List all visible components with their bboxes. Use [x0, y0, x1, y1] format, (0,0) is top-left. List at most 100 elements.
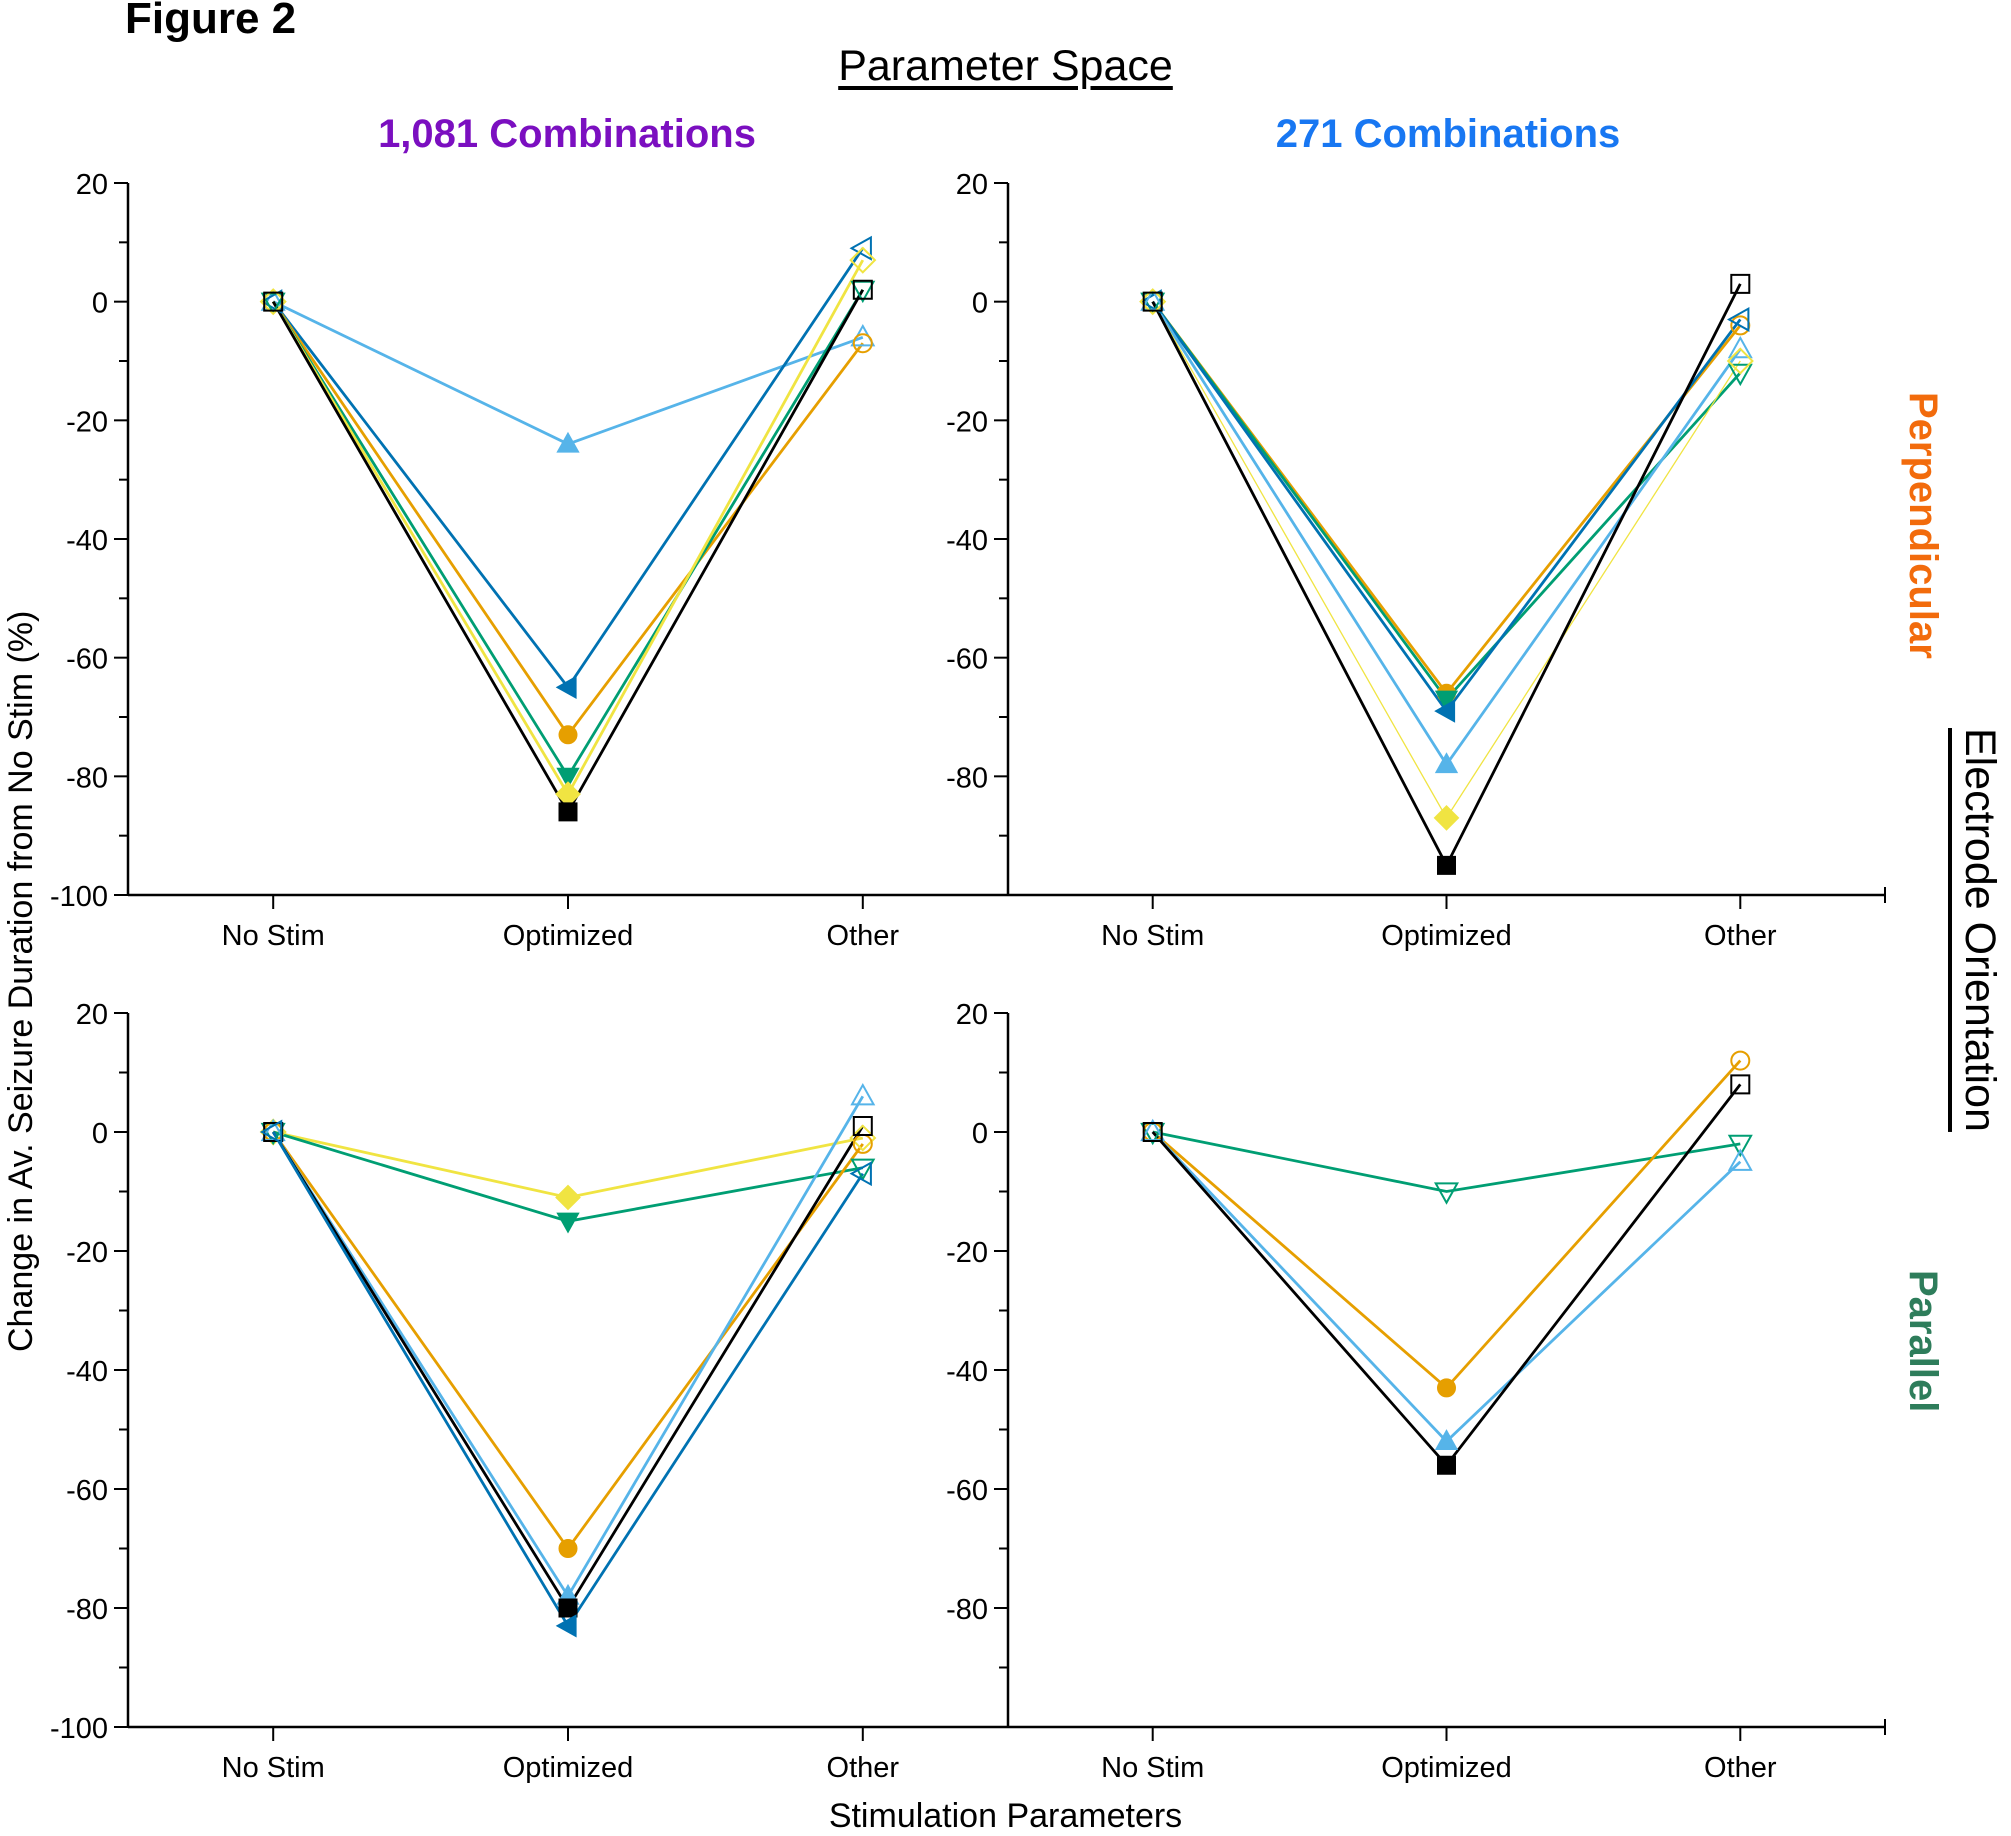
y-tick-label: 20 [76, 169, 108, 201]
y-tick-label: -60 [946, 1475, 988, 1507]
panel-bottom-right: 20 0 -20 -40 -60 -80 No Stim Optimized Other [946, 999, 1886, 1784]
data-point-yellow-other [1726, 347, 1754, 375]
column-title-271: 271 Combinations [1275, 112, 1621, 156]
panel-top-left: 20 0 -20 -40 -60 -80 -100 No Stim Optimized Other [50, 169, 1008, 952]
y-tick-label: 0 [92, 288, 108, 320]
data-point-green-other [1727, 1134, 1753, 1158]
x-tick-label: Other [827, 920, 900, 952]
y-tick-label: -20 [946, 406, 988, 438]
data-point-black-optimized [1437, 1455, 1456, 1475]
series-line-black [1151, 1083, 1742, 1468]
y-tick-label: -20 [66, 1237, 108, 1269]
data-point-black-other [1730, 273, 1751, 294]
data-point-black-optimized [558, 802, 578, 822]
data-point-green-optimized [556, 767, 580, 789]
y-tick-label: -20 [946, 1237, 988, 1269]
y-tick-label: 0 [972, 288, 988, 320]
figure-label: Figure 2 [125, 0, 297, 43]
parameter-space-text: Parameter Space [838, 42, 1173, 90]
series-line-green [1152, 1130, 1741, 1193]
data-point-lightblue-optimized [556, 431, 580, 453]
data-point-darkblue-other [1726, 306, 1750, 332]
data-point-black-optimized [558, 1598, 578, 1618]
data-point-yellow-optimized [555, 1184, 581, 1211]
series-line-green [272, 289, 864, 780]
y-tick-label: 20 [956, 169, 988, 201]
data-point-black-no-stim [1142, 1122, 1163, 1142]
row-title-perpendicular: Perpendicular [1901, 392, 1945, 659]
data-point-orange-optimized [558, 725, 578, 745]
data-point-orange-optimized [558, 1539, 578, 1558]
series-line-yellow [271, 259, 865, 797]
data-point-green-optimized [1433, 1182, 1460, 1205]
y-tick-label: -80 [946, 1594, 988, 1626]
x-tick-label: Other [1704, 1752, 1777, 1784]
x-axis-label: Stimulation Parameters [828, 1797, 1183, 1835]
data-point-lightblue-other [1727, 335, 1753, 359]
y-tick-label: -40 [946, 525, 988, 557]
y-tick-label: -60 [66, 644, 108, 676]
data-point-black-other [852, 1116, 873, 1137]
data-point-darkblue-other [849, 235, 872, 261]
data-point-black-optimized [1437, 855, 1456, 875]
y-tick-label: 0 [972, 1118, 988, 1150]
x-tick-label: No Stim [222, 1752, 325, 1784]
x-tick-label: Other [1704, 920, 1777, 952]
y-tick-label: 20 [956, 999, 988, 1031]
row-title-parallel: Parallel [1901, 1270, 1945, 1413]
data-point-black-other [1730, 1074, 1751, 1095]
data-point-darkblue-other [849, 1161, 872, 1187]
series-line-lightblue [272, 1095, 865, 1599]
y-tick-label: 0 [92, 1118, 108, 1150]
y-tick-label: -60 [66, 1475, 108, 1507]
x-tick-label: No Stim [1101, 920, 1204, 952]
data-point-lightblue-other [850, 323, 876, 347]
data-point-yellow-optimized [1433, 805, 1460, 831]
x-tick-label: Optimized [503, 1752, 634, 1784]
data-point-darkblue-no-stim [259, 1119, 283, 1145]
y-tick-label: -80 [66, 1594, 108, 1626]
x-tick-label: Optimized [1381, 920, 1512, 952]
data-point-orange-optimized [1437, 1378, 1456, 1398]
data-point-darkblue-optimized [555, 675, 577, 699]
y-tick-label: -40 [66, 1356, 108, 1388]
y-tick-label: -100 [50, 881, 108, 913]
panel-top-right: 20 0 -20 -40 -60 -80 No Stim Optimized Other [946, 169, 1886, 952]
series-line-darkblue [1151, 300, 1742, 714]
series-line-darkblue [272, 247, 864, 690]
data-point-black-no-stim [1142, 291, 1163, 312]
y-tick-label: 20 [76, 999, 108, 1031]
series-line-green [1151, 300, 1742, 702]
data-point-orange-other [852, 333, 873, 354]
data-point-lightblue-optimized [1434, 1429, 1459, 1450]
y-tick-label: -80 [66, 762, 108, 794]
y-tick-label: -40 [946, 1356, 988, 1388]
panel-bottom-left: 20 0 -20 -40 -60 -80 -100 No Stim Optimized Other [50, 999, 1008, 1784]
parameter-space-title: Parameter Space [0, 42, 2011, 91]
data-point-green-optimized [556, 1212, 580, 1234]
series-line-orange [272, 300, 864, 738]
data-point-green-optimized [1434, 690, 1459, 712]
series-line-yellow [1152, 301, 1741, 820]
data-point-orange-other [1730, 1050, 1751, 1071]
data-point-darkblue-optimized [1434, 699, 1456, 723]
x-tick-label: Other [827, 1752, 900, 1784]
data-point-lightblue-other [850, 1082, 876, 1106]
data-point-black-other [852, 279, 873, 300]
electrode-orientation-title: Electrode Orientation [1956, 728, 2004, 1132]
data-point-lightblue-other [1727, 1148, 1753, 1171]
y-tick-label: -40 [66, 525, 108, 557]
x-tick-label: No Stim [1101, 1752, 1204, 1784]
x-tick-label: Optimized [1381, 1752, 1512, 1784]
x-tick-label: No Stim [222, 920, 325, 952]
data-point-yellow-other [849, 246, 877, 274]
data-point-black-no-stim [263, 291, 284, 312]
data-point-lightblue-optimized [1434, 752, 1459, 774]
y-tick-label: -20 [66, 406, 108, 438]
column-title-1081: 1,081 Combinations [378, 112, 756, 156]
data-point-green-other [1727, 363, 1753, 387]
y-tick-label: -80 [946, 762, 988, 794]
y-tick-label: -100 [50, 1713, 108, 1745]
series-line-black [1151, 283, 1742, 869]
